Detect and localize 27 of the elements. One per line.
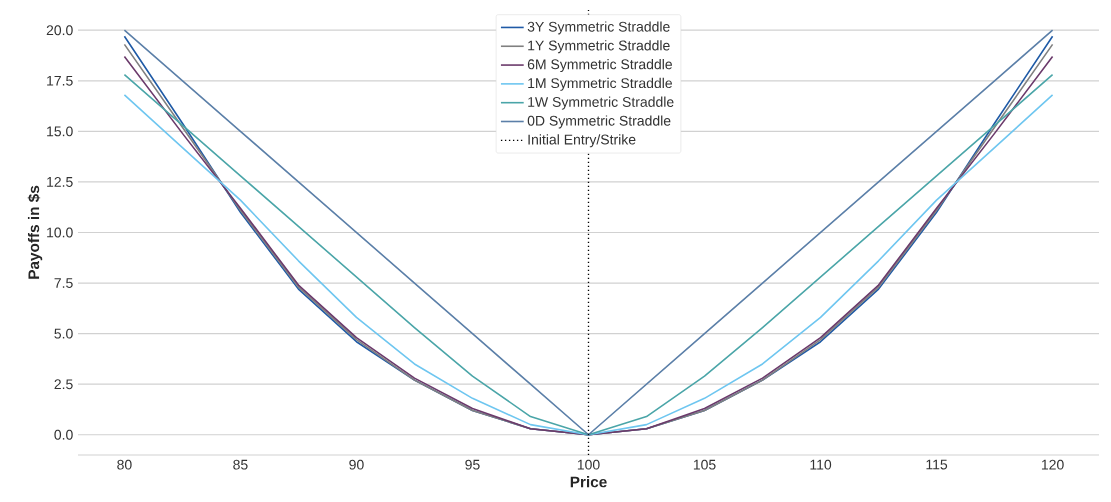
x-axis-title: Price (570, 476, 607, 488)
y-tick-label: 20.0 (46, 25, 73, 36)
y-tick-label: 17.5 (47, 75, 73, 86)
y-tick-label: 2.5 (54, 379, 73, 390)
x-tick-label: 120 (1041, 459, 1064, 470)
x-tick-label: 90 (349, 459, 364, 470)
legend-label: 1W Symmetric Straddle (528, 96, 674, 110)
legend-label: 1Y Symmetric Straddle (528, 40, 670, 54)
y-tick-label: 15.0 (47, 126, 73, 137)
x-tick-label: 105 (693, 459, 716, 470)
y-tick-label: 0.0 (54, 429, 73, 440)
x-tick-label: 95 (465, 459, 480, 470)
x-tick-label: 100 (577, 459, 600, 470)
x-tick-label: 115 (926, 459, 948, 470)
y-tick-label: 12.5 (47, 176, 73, 187)
y-tick-label: 5.0 (54, 328, 73, 339)
y-tick-label: 10.0 (47, 227, 73, 238)
x-tick-label: 80 (117, 459, 132, 470)
x-tick-label: 85 (233, 459, 248, 470)
y-axis-title: Payoffs in $s (27, 185, 43, 279)
legend-label: 6M Symmetric Straddle (527, 59, 672, 73)
legend-label: 0D Symmetric Straddle (527, 115, 671, 129)
ref-line-label: Initial Entry/Strike (528, 134, 636, 148)
legend-label: 1M Symmetric Straddle (528, 77, 672, 91)
y-tick-label: 7.5 (54, 278, 73, 288)
legend-label: 3Y Symmetric Straddle (527, 21, 670, 35)
x-tick-label: 110 (810, 459, 832, 470)
